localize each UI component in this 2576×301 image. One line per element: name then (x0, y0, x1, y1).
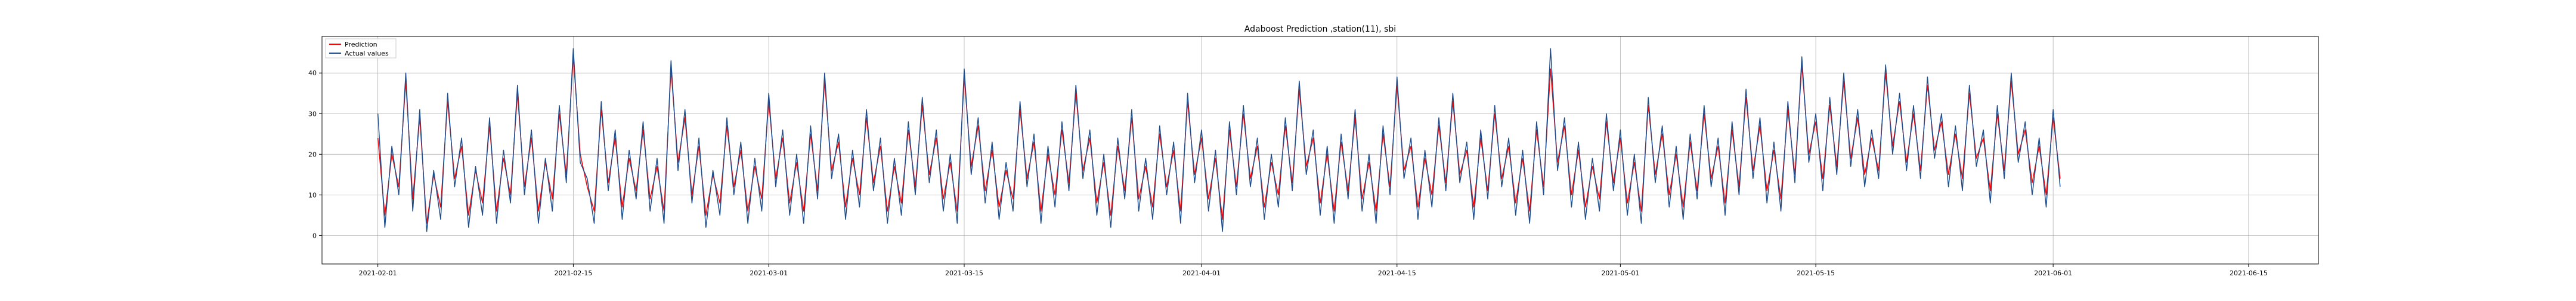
y-tick-label: 40 (308, 69, 317, 77)
y-tick-label: 30 (308, 110, 317, 118)
x-tick-label: 2021-05-15 (1797, 269, 1835, 277)
x-tick-label: 2021-04-01 (1182, 269, 1221, 277)
grid-layer (322, 36, 2318, 264)
y-axis: 0 10 20 30 40 (308, 69, 322, 239)
x-tick-label: 2021-06-01 (2034, 269, 2072, 277)
x-tick-label: 2021-03-01 (750, 269, 788, 277)
x-tick-label: 2021-02-01 (359, 269, 397, 277)
plot-frame (321, 36, 2319, 265)
series-layer (377, 48, 2061, 232)
legend-label-prediction: Prediction (345, 41, 377, 48)
x-axis: 2021-02-01 2021-02-15 2021-03-01 2021-03-15… (359, 264, 2268, 277)
x-tick-label: 2021-02-15 (554, 269, 592, 277)
x-tick-label: 2021-03-15 (945, 269, 983, 277)
series-line-actual-values (377, 48, 2061, 232)
chart-title: Adaboost Prediction ,station(11), sbi (1244, 24, 1396, 34)
y-tick-label: 0 (312, 232, 317, 239)
x-tick-label: 2021-05-01 (1601, 269, 1639, 277)
x-tick-label: 2021-04-15 (1378, 269, 1416, 277)
legend-box (325, 38, 397, 59)
legend: Prediction Actual values (325, 38, 397, 59)
y-tick-label: 20 (308, 150, 317, 158)
x-tick-label: 2021-06-15 (2230, 269, 2268, 277)
legend-label-actual-values: Actual values (345, 50, 389, 57)
y-tick-label: 10 (308, 191, 317, 199)
